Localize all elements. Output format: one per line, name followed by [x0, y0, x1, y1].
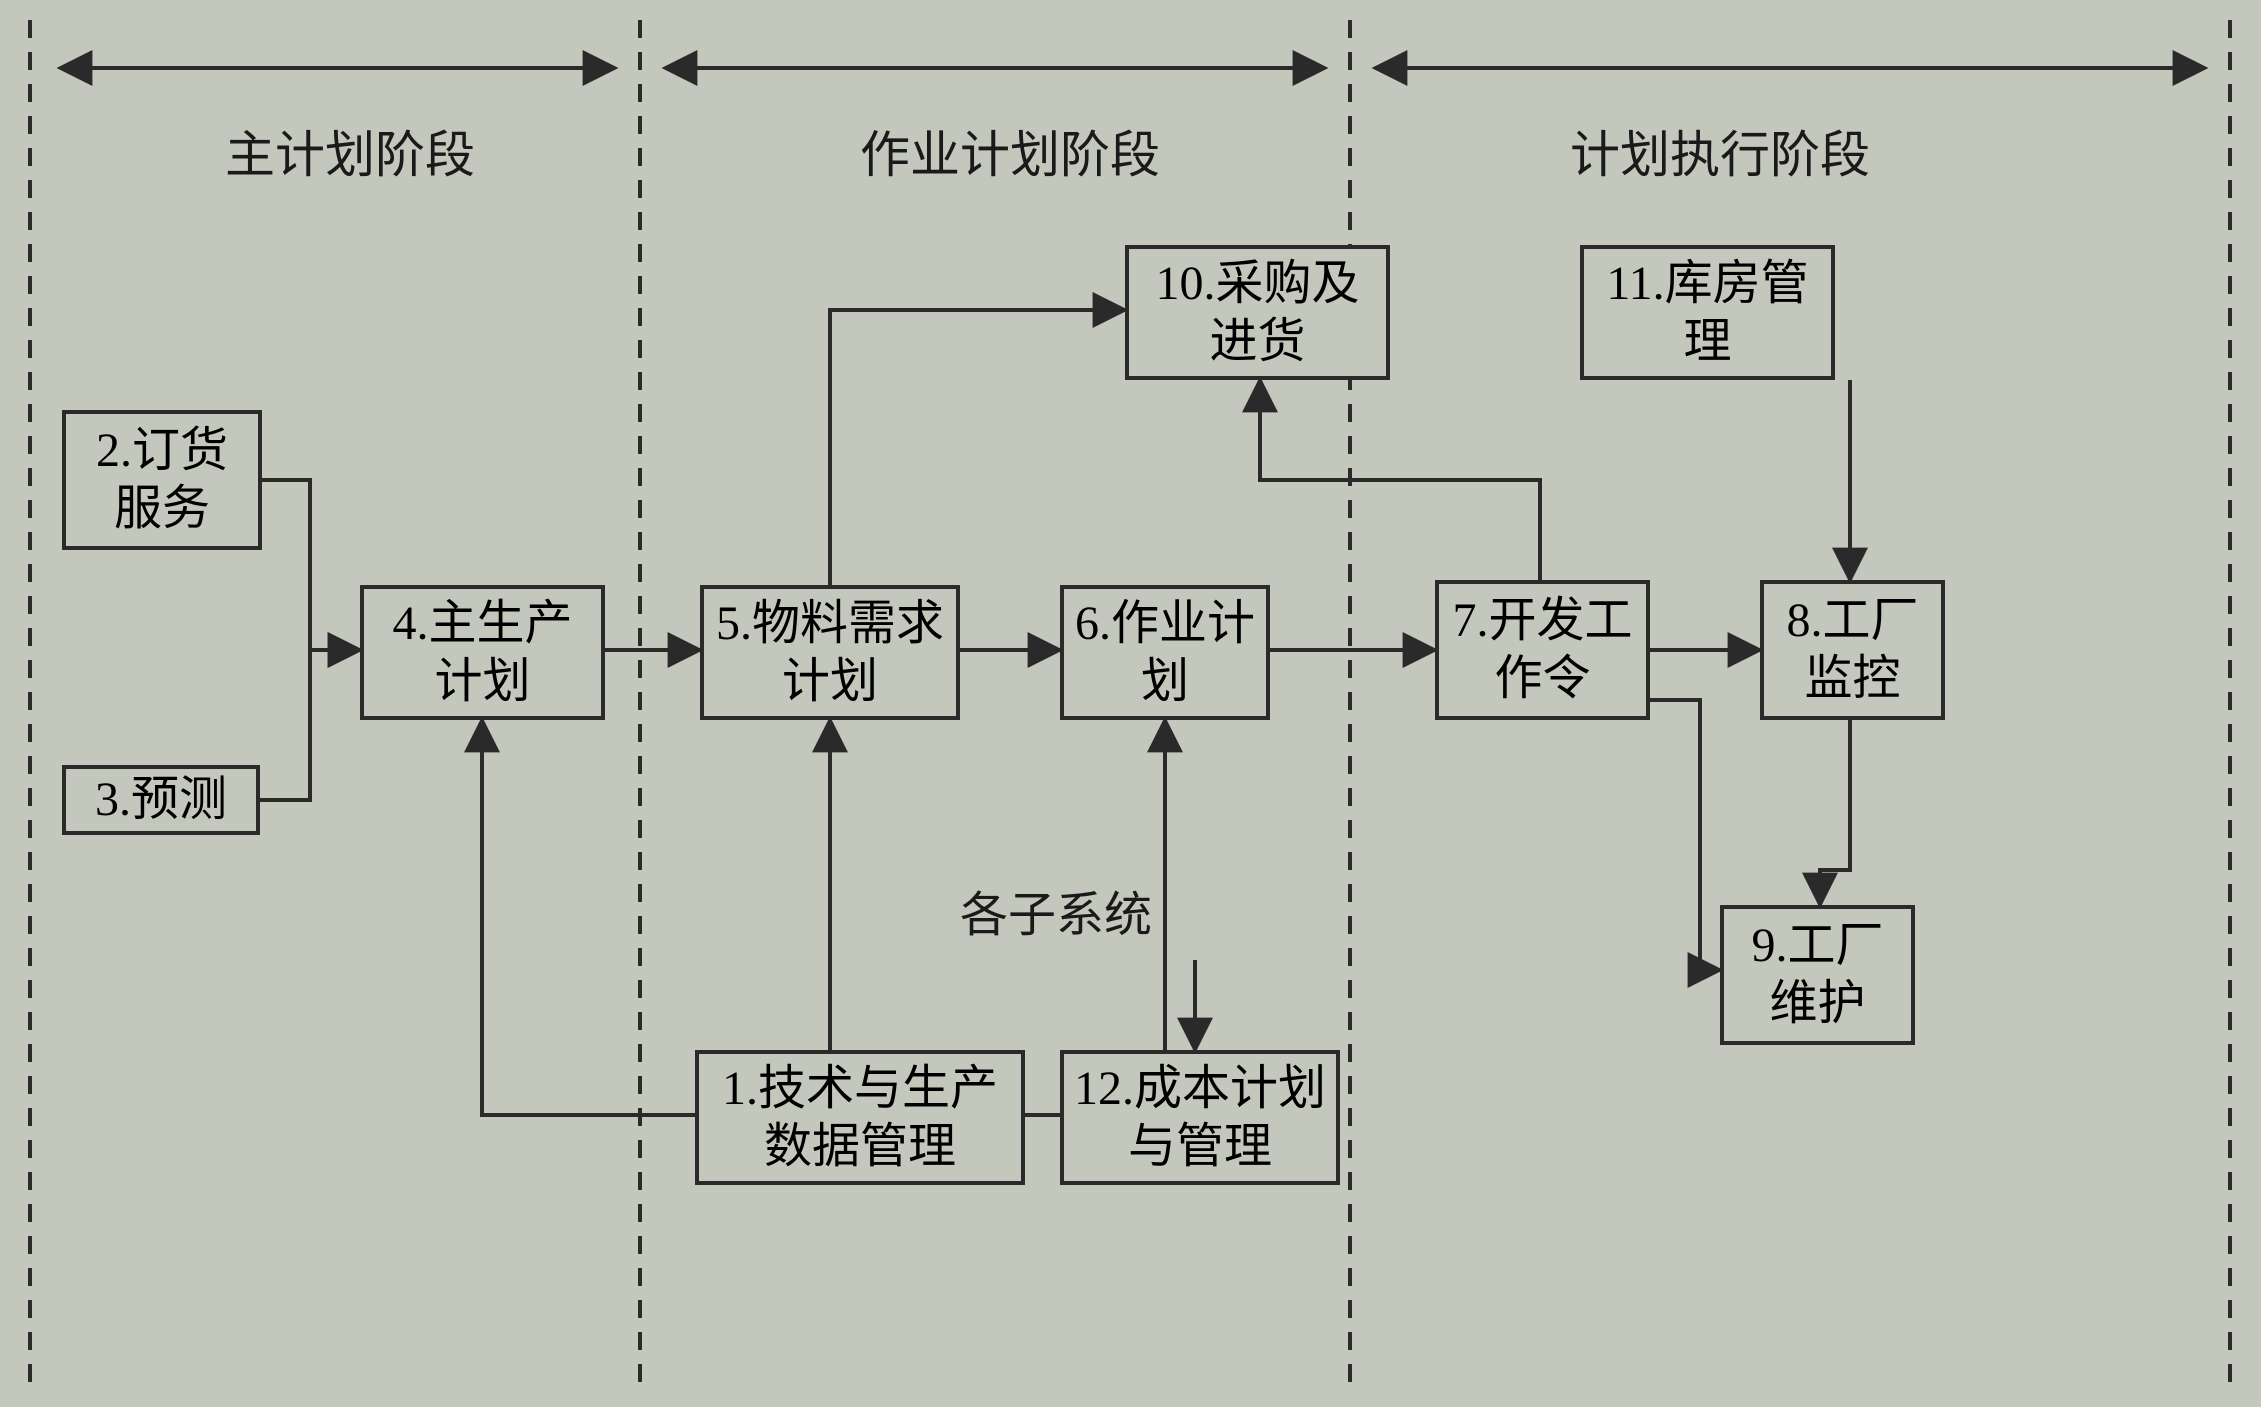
node-material-req-plan: 5.物料需求计划 — [700, 585, 960, 720]
flow-diagram: 主计划阶段 作业计划阶段 计划执行阶段 各子系统 1.技术与生产数据管理 2.订… — [0, 0, 2261, 1407]
node-factory-monitor: 8.工厂监控 — [1760, 580, 1945, 720]
node-order-service: 2.订货服务 — [62, 410, 262, 550]
node-work-order: 7.开发工作令 — [1435, 580, 1650, 720]
node-tech-data-mgmt: 1.技术与生产数据管理 — [695, 1050, 1025, 1185]
phase-label-3: 计划执行阶段 — [1540, 115, 1900, 187]
node-warehouse-mgmt: 11.库房管理 — [1580, 245, 1835, 380]
node-factory-maint: 9.工厂维护 — [1720, 905, 1915, 1045]
node-operation-plan: 6.作业计划 — [1060, 585, 1270, 720]
node-forecast: 3.预测 — [62, 765, 260, 835]
phase-label-2: 作业计划阶段 — [830, 115, 1190, 187]
sub-systems-label: 各子系统 — [960, 875, 1152, 945]
phase-label-1: 主计划阶段 — [200, 115, 500, 187]
node-master-prod-plan: 4.主生产计划 — [360, 585, 605, 720]
node-cost-plan-mgmt: 12.成本计划与管理 — [1060, 1050, 1340, 1185]
node-procurement: 10.采购及进货 — [1125, 245, 1390, 380]
